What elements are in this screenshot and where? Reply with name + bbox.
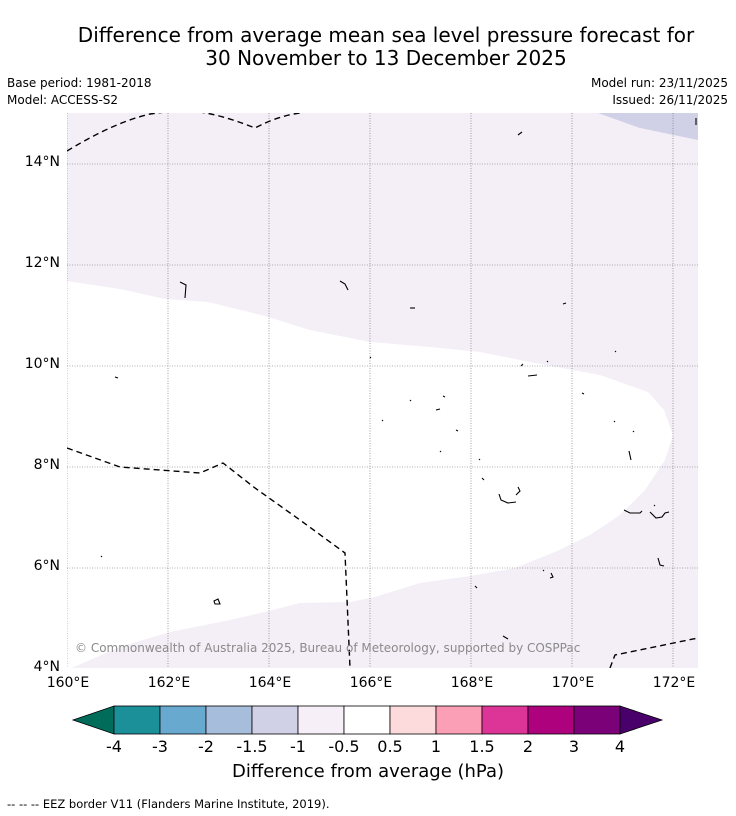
island	[114, 376, 119, 379]
colorbar-tick-label: 2	[522, 737, 534, 756]
colorbar-arrow-low	[71, 705, 115, 735]
island	[481, 477, 485, 481]
eez-border-central	[67, 447, 351, 668]
eez-border-southeast	[609, 637, 698, 668]
island	[515, 486, 521, 496]
colorbar-tick-label: 0.5	[377, 737, 403, 756]
colorbar-title-text: Difference from average (hPa)	[231, 761, 505, 782]
lat-label: 14°N	[24, 154, 60, 170]
model-name: Model: ACCESS-S2	[7, 93, 119, 107]
island	[527, 374, 538, 377]
eez-borders	[67, 113, 698, 668]
lat-label: 4°N	[33, 659, 60, 675]
copyright-notice: © Commonwealth of Australia 2025, Bureau…	[75, 641, 581, 655]
colorbar-tick-label: 1	[430, 737, 442, 756]
colorbar-arrow-high	[619, 705, 664, 735]
lon-label: 166°E	[349, 675, 393, 691]
graticule	[67, 113, 698, 668]
island	[517, 131, 523, 136]
island	[623, 509, 643, 514]
island	[439, 450, 442, 453]
colorbar-swatch	[205, 705, 253, 735]
island	[542, 569, 545, 572]
colorbar-swatch	[527, 705, 575, 735]
issued-date: Issued: 26/11/2025	[612, 93, 728, 107]
colorbar-title: Difference from average (hPa)	[0, 761, 736, 782]
lon-label: 168°E	[450, 675, 494, 691]
colorbar-swatch	[251, 705, 299, 735]
lon-label: 172°E	[652, 675, 696, 691]
colorbar-swatch	[113, 705, 161, 735]
colorbar-swatch	[389, 705, 437, 735]
base-period: Base period: 1981-2018	[7, 76, 152, 90]
island	[549, 572, 554, 579]
colorbar	[71, 705, 664, 735]
colorbar-swatch	[481, 705, 529, 735]
lat-label: 6°N	[33, 558, 60, 574]
map-title-line1: Difference from average mean sea level p…	[77, 23, 695, 47]
lon-label: 170°E	[551, 675, 595, 691]
island	[381, 419, 384, 422]
island	[657, 557, 665, 567]
colorbar-tick-label: -2	[198, 737, 214, 756]
island	[581, 392, 585, 395]
colorbar-tick-label: -4	[106, 737, 122, 756]
island	[409, 399, 412, 402]
island	[562, 302, 567, 305]
island	[546, 360, 549, 363]
island	[339, 280, 349, 291]
lat-label: 12°N	[24, 255, 60, 271]
islands	[100, 118, 697, 640]
colorbar-tick-label: -1.5	[236, 737, 268, 756]
map-title-line2: 30 November to 13 December 2025	[205, 46, 567, 70]
island	[474, 585, 478, 589]
colorbar-tick-label: -0.5	[328, 737, 360, 756]
island	[100, 555, 103, 558]
lat-label: 8°N	[33, 457, 60, 473]
colorbar-tick-label: -3	[152, 737, 168, 756]
colorbar-tick-label: 3	[568, 737, 580, 756]
eez-legend: -- -- -- EEZ border V11 (Flanders Marine…	[7, 797, 330, 811]
island	[628, 450, 632, 461]
colorbar-tick-label: 4	[614, 737, 626, 756]
colorbar-swatch	[573, 705, 621, 735]
colorbar-tick-label: -1	[290, 737, 306, 756]
island	[442, 395, 446, 398]
island	[653, 504, 656, 507]
lon-label: 162°E	[147, 675, 191, 691]
island	[478, 458, 481, 461]
island	[613, 420, 616, 423]
island	[649, 511, 670, 519]
island	[179, 281, 187, 299]
lat-label: 10°N	[24, 356, 60, 372]
lon-label: 164°E	[248, 675, 292, 691]
island	[498, 493, 517, 504]
island	[213, 598, 221, 605]
colorbar-swatch	[343, 705, 391, 735]
island	[502, 635, 509, 640]
colorbar-swatch	[159, 705, 207, 735]
colorbar-swatch	[435, 705, 483, 735]
model-run: Model run: 23/11/2025	[590, 76, 728, 90]
island	[455, 429, 459, 432]
lon-label: 160°E	[46, 675, 90, 691]
pressure-field-neutral	[67, 281, 673, 668]
island	[520, 363, 524, 367]
island	[614, 350, 617, 353]
island	[435, 408, 441, 411]
island	[369, 356, 372, 359]
colorbar-swatch	[297, 705, 345, 735]
colorbar-tick-label: 1.5	[469, 737, 495, 756]
eez-border-north	[67, 113, 301, 152]
island	[632, 430, 635, 433]
map-plot-area	[67, 113, 698, 668]
